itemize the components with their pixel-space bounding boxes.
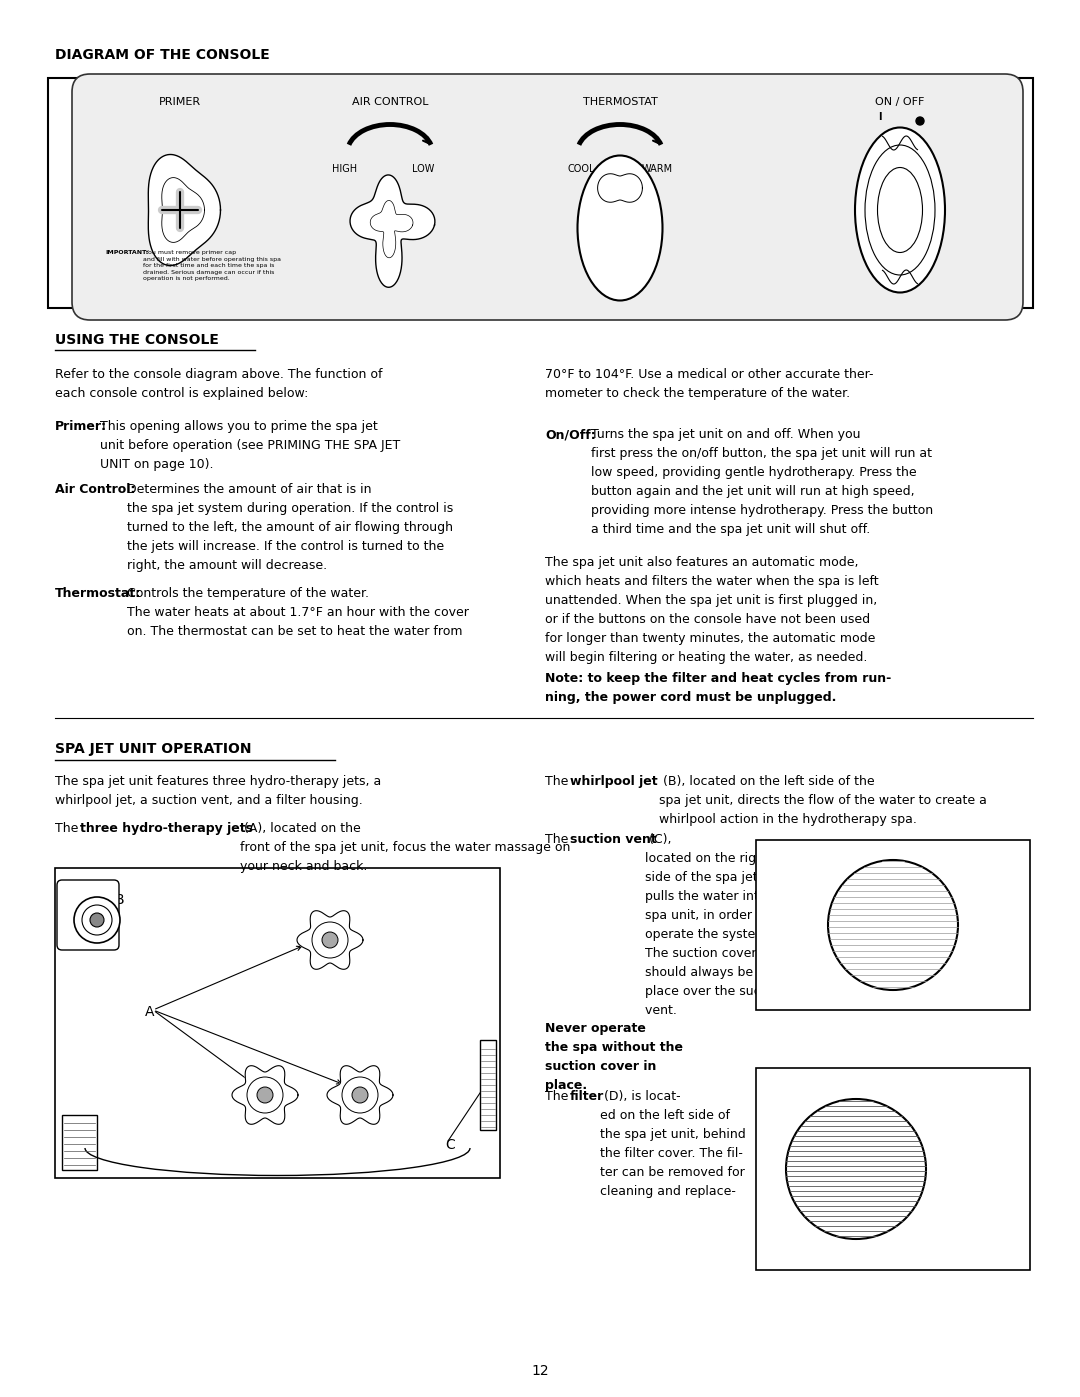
Circle shape: [257, 1087, 273, 1104]
Circle shape: [322, 932, 338, 949]
Text: HIGH: HIGH: [332, 163, 357, 175]
Circle shape: [75, 897, 120, 943]
Polygon shape: [350, 175, 435, 288]
FancyBboxPatch shape: [72, 74, 1023, 320]
Text: THERMOSTAT: THERMOSTAT: [582, 96, 658, 108]
Text: Refer to the console diagram above. The function of
each console control is expl: Refer to the console diagram above. The …: [55, 367, 382, 400]
Text: AIR CONTROL: AIR CONTROL: [352, 96, 429, 108]
Text: whirlpool jet: whirlpool jet: [570, 775, 658, 788]
Text: three hydro-therapy jets: three hydro-therapy jets: [80, 821, 253, 835]
Text: WARM: WARM: [642, 163, 673, 175]
Bar: [756, 1067, 1030, 1270]
Text: Note: to keep the filter and heat cycles from run-
ning, the power cord must be : Note: to keep the filter and heat cycles…: [545, 672, 891, 704]
Text: COOL: COOL: [568, 163, 595, 175]
Polygon shape: [232, 1066, 298, 1125]
Bar: [55, 868, 500, 1178]
Text: D: D: [73, 1139, 84, 1153]
FancyBboxPatch shape: [48, 78, 1032, 307]
Text: The: The: [545, 775, 572, 788]
Text: D: D: [866, 1245, 877, 1259]
Text: The spa jet unit also features an automatic mode,
which heats and filters the wa: The spa jet unit also features an automa…: [545, 556, 879, 664]
Text: Filter Cover
Screws: Filter Cover Screws: [900, 1092, 980, 1116]
Circle shape: [828, 861, 958, 990]
Ellipse shape: [855, 127, 945, 292]
Text: (D), is locat-
ed on the left side of
the spa jet unit, behind
the filter cover.: (D), is locat- ed on the left side of th…: [600, 1090, 746, 1199]
Text: The spa jet unit features three hydro-therapy jets, a
whirlpool jet, a suction v: The spa jet unit features three hydro-th…: [55, 775, 381, 807]
Text: This opening allows you to prime the spa jet
unit before operation (see PRIMING : This opening allows you to prime the spa…: [100, 420, 401, 471]
Text: You must remove primer cap
and fill with water before operating this spa
for the: You must remove primer cap and fill with…: [143, 250, 281, 281]
Circle shape: [90, 914, 104, 928]
Circle shape: [352, 1087, 368, 1104]
Text: LOW: LOW: [411, 163, 434, 175]
Text: The: The: [545, 1090, 572, 1104]
Text: USING THE CONSOLE: USING THE CONSOLE: [55, 332, 219, 346]
Text: ON / OFF: ON / OFF: [875, 96, 924, 108]
Text: Thermostat:: Thermostat:: [55, 587, 141, 599]
Text: (B), located on the left side of the
spa jet unit, directs the flow of the water: (B), located on the left side of the spa…: [659, 775, 987, 826]
Text: 70°F to 104°F. Use a medical or other accurate ther-
mometer to check the temper: 70°F to 104°F. Use a medical or other ac…: [545, 367, 874, 400]
Text: Never operate
the spa without the
suction cover in
place.: Never operate the spa without the suctio…: [545, 1023, 683, 1092]
Text: C: C: [766, 985, 775, 999]
Text: On/Off:: On/Off:: [545, 427, 596, 441]
Bar: [480, 1039, 496, 1130]
Ellipse shape: [578, 155, 662, 300]
Text: Determines the amount of air that is in
the spa jet system during operation. If : Determines the amount of air that is in …: [127, 483, 454, 571]
Circle shape: [916, 117, 924, 124]
Text: (A), located on the
front of the spa jet unit, focus the water massage on
your n: (A), located on the front of the spa jet…: [240, 821, 570, 873]
Bar: [62, 1115, 97, 1171]
Circle shape: [786, 1099, 926, 1239]
FancyBboxPatch shape: [57, 880, 119, 950]
Text: (C),
located on the right
side of the spa jet unit,
pulls the water into the
spa: (C), located on the right side of the sp…: [645, 833, 791, 1017]
Text: PRIMER: PRIMER: [159, 96, 201, 108]
Text: IMPORTANT:: IMPORTANT:: [105, 250, 149, 256]
Text: Primer:: Primer:: [55, 420, 107, 433]
Text: DIAGRAM OF THE CONSOLE: DIAGRAM OF THE CONSOLE: [55, 47, 270, 61]
Text: The: The: [545, 833, 572, 847]
Text: A: A: [145, 1004, 154, 1018]
Polygon shape: [327, 1066, 393, 1125]
Text: SPA JET UNIT OPERATION: SPA JET UNIT OPERATION: [55, 742, 252, 756]
Polygon shape: [297, 911, 363, 970]
Text: The: The: [55, 821, 82, 835]
Polygon shape: [148, 155, 220, 265]
Text: suction vent: suction vent: [570, 833, 657, 847]
Text: Air Control:: Air Control:: [55, 483, 135, 496]
Text: Turns the spa jet unit on and off. When you
first press the on/off button, the s: Turns the spa jet unit on and off. When …: [591, 427, 933, 536]
Text: Controls the temperature of the water.
The water heats at about 1.7°F an hour wi: Controls the temperature of the water. T…: [127, 587, 469, 638]
Bar: [756, 840, 1030, 1010]
Text: Filter Cover: Filter Cover: [909, 1162, 985, 1208]
Text: B: B: [114, 893, 124, 907]
Text: 12: 12: [531, 1363, 549, 1377]
Text: I: I: [878, 112, 881, 122]
Text: C: C: [445, 1139, 455, 1153]
Text: filter: filter: [570, 1090, 604, 1104]
